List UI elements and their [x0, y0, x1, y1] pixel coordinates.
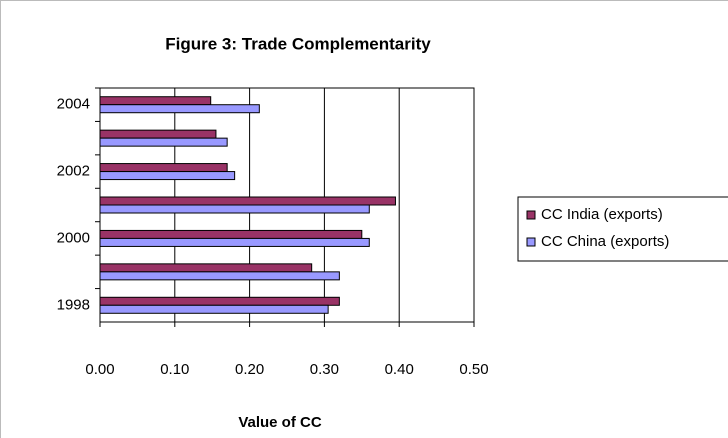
x-tick-label: 0.50: [459, 361, 488, 378]
x-tick-label: 0.00: [85, 361, 114, 378]
legend-swatch: [526, 210, 536, 220]
bar: [99, 229, 363, 239]
x-axis-title: Value of CC: [238, 414, 322, 431]
legend-swatch: [526, 237, 536, 247]
bar: [99, 171, 236, 181]
bar: [99, 237, 370, 247]
chart-title: Figure 3: Trade Complementarity: [165, 34, 431, 53]
bar: [99, 263, 313, 273]
legend-box: [517, 196, 728, 262]
legend-label: CC India (exports): [541, 206, 663, 223]
bar: [99, 129, 217, 139]
y-tick-label: 2002: [57, 163, 90, 180]
y-tick-label: 2000: [57, 229, 90, 246]
x-tick-label: 0.40: [385, 361, 414, 378]
y-tick-label: 1998: [57, 296, 90, 313]
bar: [99, 271, 340, 281]
bar: [99, 296, 340, 306]
x-tick-label: 0.30: [310, 361, 339, 378]
y-tick-label: 2004: [57, 96, 90, 113]
bar: [99, 304, 329, 314]
bar: [99, 104, 260, 114]
bar: [99, 137, 228, 147]
legend-label: CC China (exports): [541, 233, 669, 250]
bar: [99, 163, 228, 173]
x-tick-label: 0.20: [235, 361, 264, 378]
bar: [99, 96, 212, 106]
bar: [99, 196, 396, 206]
x-tick-label: 0.10: [160, 361, 189, 378]
bar: [99, 204, 370, 214]
